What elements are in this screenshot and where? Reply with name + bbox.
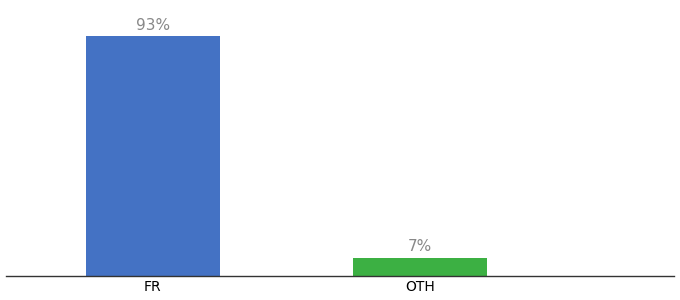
Text: 93%: 93% (135, 18, 170, 33)
Bar (86, 36, 220, 276)
Text: 7%: 7% (408, 239, 432, 254)
Bar (354, 258, 487, 276)
